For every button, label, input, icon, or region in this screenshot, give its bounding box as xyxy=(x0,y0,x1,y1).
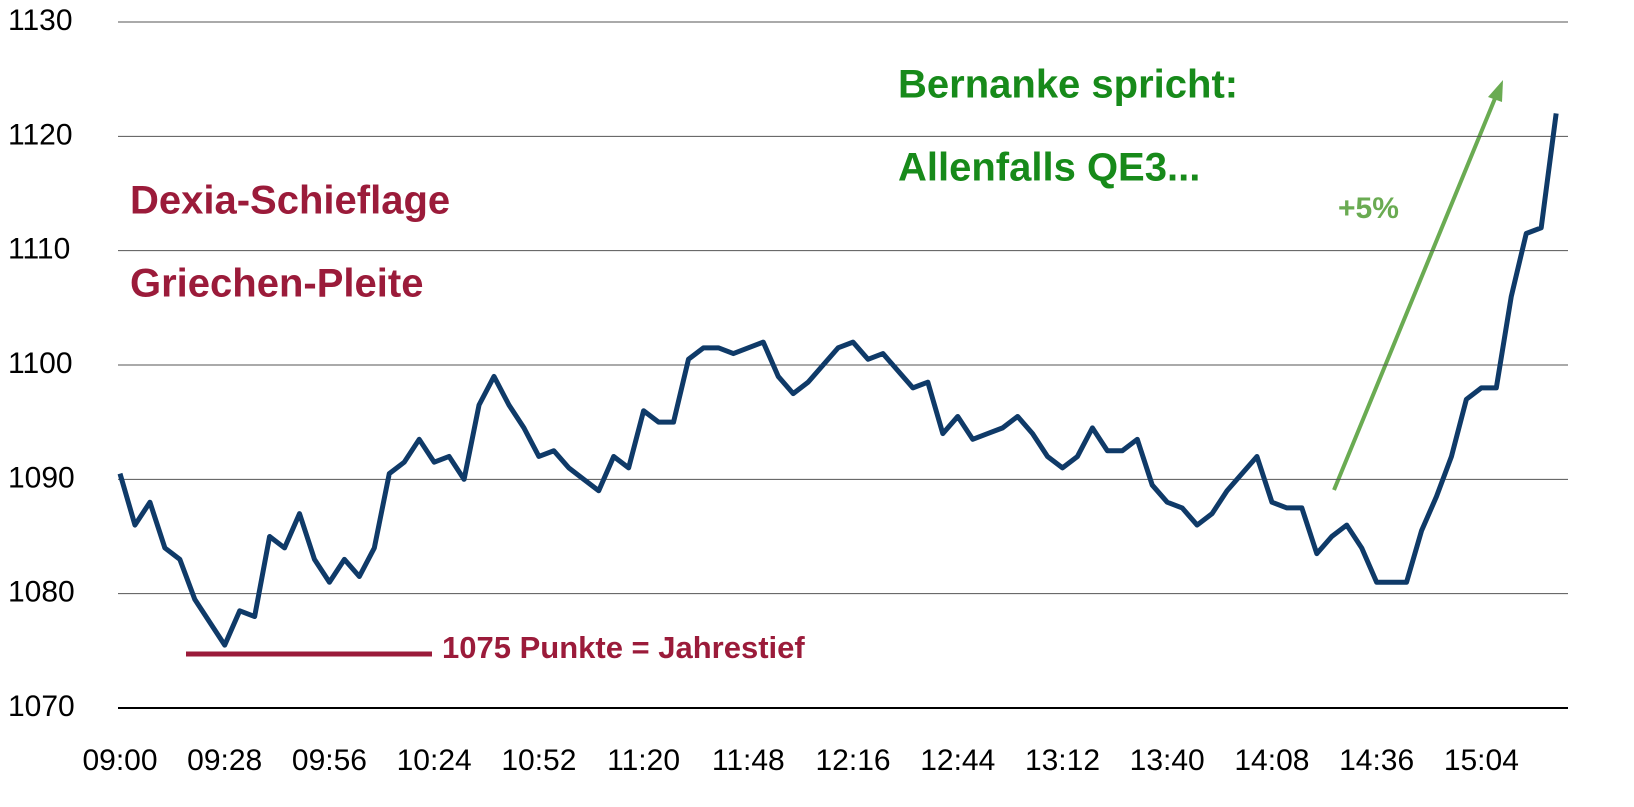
line xyxy=(117,113,1559,648)
x-tick-label: 09:56 xyxy=(292,744,367,777)
x-tick-label: 14:36 xyxy=(1339,744,1414,777)
y-tick-label: 1100 xyxy=(8,347,73,380)
y-tick-label: 1070 xyxy=(8,690,75,723)
x-tick-label: 11:48 xyxy=(712,744,785,777)
arrow xyxy=(1332,95,1498,491)
x-tick-label: 13:40 xyxy=(1130,744,1205,777)
annotation: 1075 Punkte = Jahrestief xyxy=(442,630,805,665)
annotation: Bernanke spricht: xyxy=(898,63,1238,107)
x-tick-label: 12:16 xyxy=(816,744,891,777)
x-tick-label: 14:08 xyxy=(1234,744,1309,777)
arrow-head xyxy=(1488,80,1503,102)
y-tick-label: 1090 xyxy=(8,461,75,494)
y-tick-label: 1130 xyxy=(8,4,73,37)
annotation: Griechen-Pleite xyxy=(130,262,423,306)
annotation: Allenfalls QE3... xyxy=(898,146,1200,190)
x-tick-label: 09:00 xyxy=(82,744,157,777)
x-tick-label: 10:24 xyxy=(397,744,472,777)
x-tick-label: 09:28 xyxy=(187,744,262,777)
x-tick-label: 11:20 xyxy=(607,744,680,777)
x-tick-label: 13:12 xyxy=(1025,744,1100,777)
x-tick-label: 10:52 xyxy=(501,744,576,777)
annotation: Dexia-Schieflage xyxy=(130,179,450,223)
y-tick-label: 1120 xyxy=(8,118,73,151)
y-tick-label: 1080 xyxy=(8,576,75,609)
annotation: +5% xyxy=(1338,192,1399,225)
x-tick-label: 12:44 xyxy=(920,744,995,777)
y-tick-label: 1110 xyxy=(8,233,70,266)
x-tick-label: 15:04 xyxy=(1444,744,1519,777)
